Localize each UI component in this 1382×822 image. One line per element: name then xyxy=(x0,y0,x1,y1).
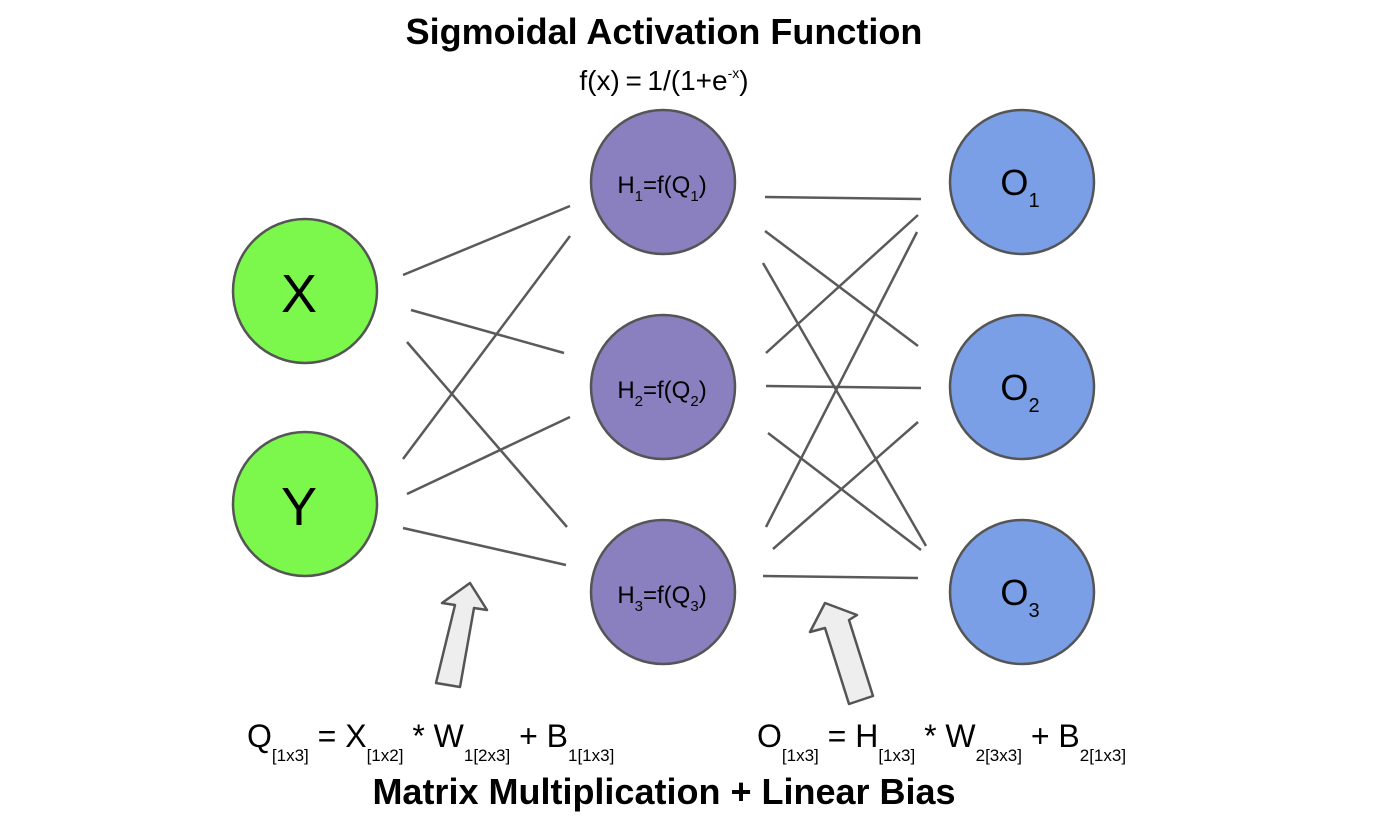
arrow-to-output-layer-icon xyxy=(808,601,875,706)
edge-x-h2 xyxy=(410,308,565,355)
hidden-node-h1-circle xyxy=(589,108,737,256)
hidden-node-h2-circle xyxy=(589,313,737,461)
activation-formula: f(x) = 1/(1+e-x) xyxy=(0,56,1328,98)
bottom-title: Matrix Multiplication + Linear Bias xyxy=(372,771,956,812)
edge-h3-o3 xyxy=(762,574,919,580)
edge-h1-o3 xyxy=(761,262,928,547)
edge-y-h3 xyxy=(402,526,567,567)
hidden-node-h2-label: H2=f(Q2) xyxy=(617,377,706,410)
hidden-layer-equation: Q[1x3] = X[1x2] * W1[2x3] + B1[1x3] xyxy=(247,718,615,765)
edge-y-h1 xyxy=(401,235,572,460)
edge-h3-o1 xyxy=(764,231,919,528)
edge-h2-o1 xyxy=(765,214,919,354)
edge-h2-o3 xyxy=(767,432,922,551)
output-node-o2: O2 xyxy=(948,313,1096,461)
arrow-to-hidden-layer-icon xyxy=(434,581,489,689)
edge-x-h3 xyxy=(406,341,568,528)
hidden-output-connections xyxy=(761,195,928,580)
output-node-o3: O3 xyxy=(948,518,1096,666)
output-layer-equation: O[1x3] = H[1x3] * W2[3x3] + B2[1x3] xyxy=(757,718,1127,765)
output-node-o3-circle xyxy=(948,518,1096,666)
edge-h1-o2 xyxy=(764,230,919,347)
edge-x-h1 xyxy=(402,204,571,277)
output-node-o1-circle xyxy=(948,108,1096,256)
input-node-x-circle xyxy=(231,217,379,365)
hidden-node-h2: H2=f(Q2) xyxy=(589,313,737,461)
output-node-o2-circle xyxy=(948,313,1096,461)
input-node-x-label: X xyxy=(281,264,317,324)
edge-h3-o2 xyxy=(772,421,919,550)
output-node-o2-label: O2 xyxy=(1000,367,1039,417)
activation-formula-close: ) xyxy=(739,65,749,96)
edge-h1-o1 xyxy=(764,195,922,201)
hidden-node-h3: H3=f(Q3) xyxy=(589,518,737,666)
activation-formula-exponent: -x xyxy=(727,65,740,81)
hidden-node-h3-circle xyxy=(589,518,737,666)
edge-h2-o2 xyxy=(765,384,922,390)
input-node-y-circle xyxy=(231,430,379,578)
output-node-o1-label: O1 xyxy=(1000,162,1039,212)
hidden-node-h3-label: H3=f(Q3) xyxy=(617,582,706,615)
hidden-node-h1: H1=f(Q1) xyxy=(589,108,737,256)
input-node-x: X xyxy=(231,217,379,365)
input-node-y-label: Y xyxy=(281,477,317,537)
input-hidden-connections xyxy=(401,204,572,567)
output-node-o1: O1 xyxy=(948,108,1096,256)
output-node-o3-label: O3 xyxy=(1000,572,1039,622)
activation-formula-base: f(x) = 1/(1+e xyxy=(579,65,728,96)
diagram-title: Sigmoidal Activation Function xyxy=(405,11,923,52)
hidden-node-h1-label: H1=f(Q1) xyxy=(617,172,706,205)
input-node-y: Y xyxy=(231,430,379,578)
edge-y-h2 xyxy=(406,415,571,496)
